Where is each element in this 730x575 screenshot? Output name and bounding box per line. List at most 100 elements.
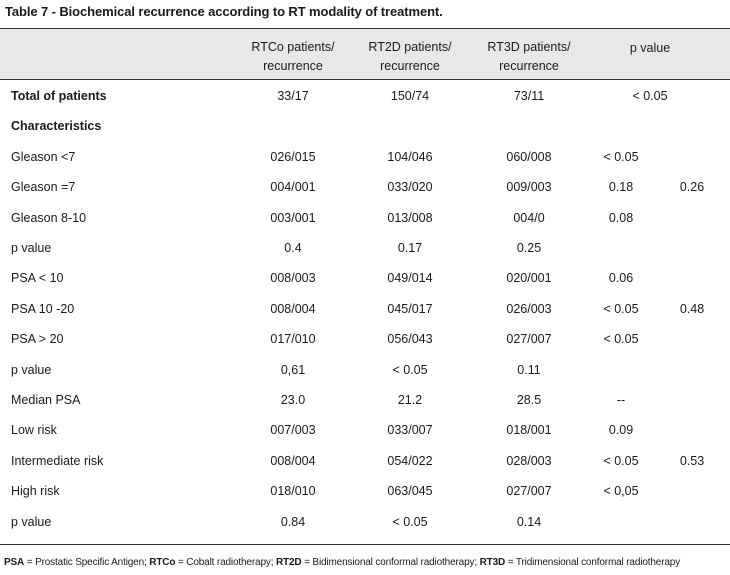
row-label: Total of patients [11, 89, 107, 103]
row-label: High risk [11, 484, 60, 499]
table-row: p value 0.4 0.17 0.25 [0, 233, 730, 263]
cell-rtco: 008/003 [270, 271, 316, 286]
cell-rt3d: 73/11 [513, 89, 545, 103]
cell-rtco: 0,61 [280, 362, 306, 377]
cell-rt3d: 060/008 [506, 149, 552, 164]
cell-group-p-value: 0.53 [679, 453, 705, 468]
cell-rt2d: 150/74 [390, 89, 430, 103]
footnote-abbr: PSA [4, 557, 25, 568]
table-row: PSA 10 -20 008/004 045/017 026/003 < 0.05 0.4… [0, 294, 730, 324]
cell-rtco: 23.0 [280, 393, 306, 407]
footnote-definition: = Bidimensional conformal radiotherapy; [301, 557, 480, 568]
header-rt2d: RT2D patients/ recurrence [368, 40, 452, 73]
row-label: PSA < 10 [11, 271, 64, 286]
table-row: p value 0,61 < 0.05 0.11 [0, 355, 730, 385]
header-rule [0, 79, 730, 80]
cell-rtco: 007/003 [270, 423, 316, 438]
footnote-definition: = Cobalt radiotherapy; [175, 557, 276, 568]
table-footnote: PSA = Prostatic Specific Antigen; RTCo =… [4, 557, 680, 568]
table-bottom-rule [0, 544, 730, 545]
cell-rt3d: 020/001 [506, 271, 552, 286]
cell-p-value: < 0.05 [632, 89, 668, 103]
table-title: Table 7 - Biochemical recurrence accordi… [5, 4, 443, 19]
cell-p-value: 0.09 [608, 423, 634, 438]
cell-p-value: 0.08 [608, 210, 634, 225]
cell-rt2d: 033/007 [387, 423, 433, 438]
cell-p-value: < 0.05 [603, 149, 639, 164]
cell-rt3d: 0.25 [516, 241, 542, 255]
cell-p-value: < 0.05 [603, 301, 639, 316]
cell-rt3d: 0.11 [517, 362, 541, 377]
cell-rtco: 008/004 [270, 301, 316, 316]
row-label: Median PSA [11, 393, 81, 407]
cell-p-value: 0.06 [608, 271, 634, 286]
row-label: Intermediate risk [11, 453, 104, 468]
cell-rt3d: 018/001 [506, 423, 552, 438]
header-rt3d: RT3D patients/ recurrence [487, 40, 571, 73]
cell-rt2d: 033/020 [387, 180, 433, 195]
cell-rt2d: 056/043 [387, 332, 433, 347]
cell-rtco: 33/17 [277, 89, 309, 103]
cell-rt2d: 063/045 [387, 484, 433, 499]
row-label: Gleason =7 [11, 180, 76, 195]
table-row: p value 0.84 < 0.05 0.14 [0, 507, 730, 537]
header-rtco: RTCo patients/ recurrence [251, 40, 335, 73]
table-header: RTCo patients/ recurrence RT2D patients/… [0, 29, 730, 79]
cell-rt3d: 027/007 [506, 484, 552, 499]
footnote-abbr: RTCo [149, 557, 176, 568]
cell-group-p-value: 0.48 [679, 301, 705, 316]
cell-p-value: < 0.05 [603, 453, 639, 468]
cell-rt3d: 027/007 [506, 332, 552, 347]
cell-rt2d: 013/008 [387, 210, 433, 225]
row-label: PSA 10 -20 [11, 301, 75, 316]
cell-rtco: 0.84 [280, 514, 306, 529]
cell-rt2d: 21.2 [397, 393, 423, 407]
row-label: Gleason 8-10 [11, 210, 87, 225]
cell-rt2d: 045/017 [387, 301, 433, 316]
cell-rt2d: < 0.05 [392, 362, 428, 377]
table-row: PSA > 20 017/010 056/043 027/007 < 0.05 [0, 324, 730, 354]
cell-rt2d: 0.17 [397, 241, 423, 255]
table-row: PSA < 10 008/003 049/014 020/001 0.06 [0, 263, 730, 293]
cell-rt3d: 0.14 [516, 514, 542, 529]
table-row: Median PSA 23.0 21.2 28.5 -- [0, 385, 730, 415]
cell-rtco: 018/010 [270, 484, 316, 499]
cell-rtco: 004/001 [270, 180, 316, 195]
table-row: Intermediate risk 008/004 054/022 028/003 < … [0, 446, 730, 476]
cell-rt3d: 004/0 [513, 210, 545, 225]
table-row: Low risk 007/003 033/007 018/001 0.09 [0, 415, 730, 445]
table-row: Gleason =7 004/001 033/020 009/003 0.18 0.26 [0, 172, 730, 202]
cell-group-p-value: 0.26 [679, 180, 705, 195]
cell-rt2d: < 0.05 [392, 514, 428, 529]
table-row: Gleason <7 026/015 104/046 060/008 < 0.05 [0, 142, 730, 172]
cell-rt2d: 104/046 [387, 149, 433, 164]
footnote-definition: = Prostatic Specific Antigen; [24, 557, 150, 568]
footnote-abbr: RT3D [479, 557, 506, 568]
row-label: p value [11, 362, 52, 377]
table-top-rule [0, 28, 730, 29]
row-label: p value [11, 514, 52, 529]
cell-rtco: 008/004 [270, 453, 316, 468]
table-row: Total of patients 33/17 150/74 73/11 < 0.05 [0, 81, 730, 111]
cell-rt3d: 028/003 [506, 453, 552, 468]
cell-rtco: 003/001 [270, 210, 316, 225]
table-row: Gleason 8-10 003/001 013/008 004/0 0.08 [0, 203, 730, 233]
cell-rt2d: 054/022 [387, 453, 433, 468]
cell-p-value: < 0.05 [603, 332, 639, 347]
row-label: Characteristics [11, 119, 102, 134]
cell-rt3d: 28.5 [516, 393, 542, 407]
header-p-value: p value [629, 41, 671, 55]
row-label: p value [11, 241, 52, 255]
cell-p-value: -- [616, 393, 626, 407]
cell-p-value: < 0,05 [603, 484, 639, 499]
row-label: Gleason <7 [11, 149, 76, 164]
table-row: High risk 018/010 063/045 027/007 < 0,05 [0, 476, 730, 506]
cell-rt2d: 049/014 [387, 271, 433, 286]
cell-rtco: 017/010 [270, 332, 316, 347]
table-row: Characteristics [0, 111, 730, 141]
footnote-abbr: RT2D [275, 557, 302, 568]
row-label: Low risk [11, 423, 57, 438]
cell-rtco: 0.4 [284, 241, 302, 255]
footnote-definition: = Tridimensional conformal radiotherapy [505, 557, 681, 568]
cell-rt3d: 009/003 [506, 180, 552, 195]
